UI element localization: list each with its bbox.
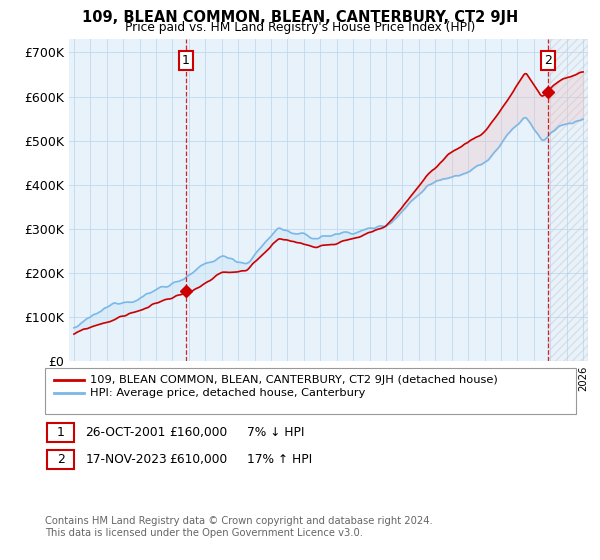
Text: 1: 1: [182, 54, 190, 67]
Text: 2: 2: [56, 452, 65, 466]
Text: 17% ↑ HPI: 17% ↑ HPI: [247, 452, 313, 466]
Text: £160,000: £160,000: [169, 426, 227, 439]
Text: 109, BLEAN COMMON, BLEAN, CANTERBURY, CT2 9JH (detached house): 109, BLEAN COMMON, BLEAN, CANTERBURY, CT…: [90, 375, 498, 385]
Text: 109, BLEAN COMMON, BLEAN, CANTERBURY, CT2 9JH: 109, BLEAN COMMON, BLEAN, CANTERBURY, CT…: [82, 10, 518, 25]
Text: 17-NOV-2023: 17-NOV-2023: [85, 452, 167, 466]
Text: Contains HM Land Registry data © Crown copyright and database right 2024.
This d: Contains HM Land Registry data © Crown c…: [45, 516, 433, 538]
Text: HPI: Average price, detached house, Canterbury: HPI: Average price, detached house, Cant…: [90, 388, 365, 398]
Text: Price paid vs. HM Land Registry's House Price Index (HPI): Price paid vs. HM Land Registry's House …: [125, 21, 475, 34]
Text: 2: 2: [544, 54, 552, 67]
Text: 7% ↓ HPI: 7% ↓ HPI: [247, 426, 305, 439]
Text: 1: 1: [56, 426, 65, 439]
Text: £610,000: £610,000: [169, 452, 227, 466]
Text: 26-OCT-2001: 26-OCT-2001: [85, 426, 166, 439]
